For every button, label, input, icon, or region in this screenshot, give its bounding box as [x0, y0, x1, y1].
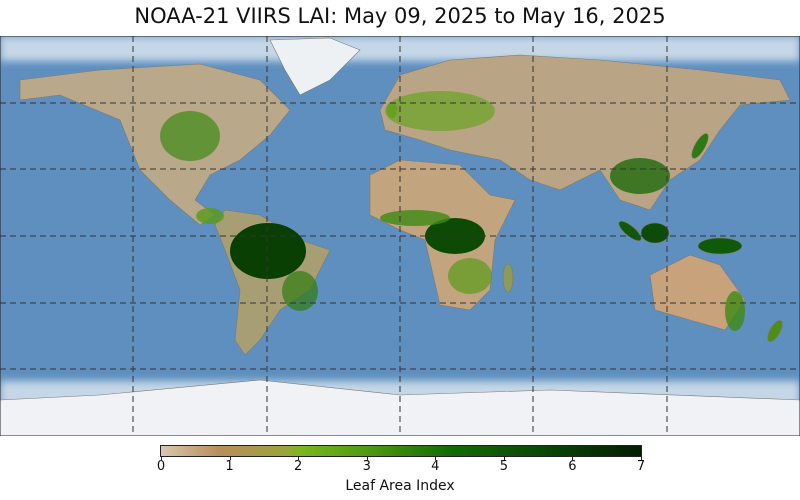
colorbar-tick-label: 4 [431, 459, 440, 474]
colorbar-tick-label: 3 [362, 459, 371, 474]
colorbar-label: Leaf Area Index [345, 478, 455, 494]
colorbar-tick-mark [641, 456, 642, 460]
greenland [269, 37, 361, 96]
colorbar-tick-label: 5 [499, 459, 508, 474]
madagascar [502, 263, 514, 293]
colorbar-tick-mark [503, 456, 505, 460]
new-zealand [767, 320, 783, 342]
colorbar-tick-label: 2 [294, 459, 303, 474]
new-guinea [697, 237, 743, 255]
colorbar [160, 445, 642, 457]
colorbar-tick-mark [572, 456, 574, 460]
colorbar-tick-mark [161, 456, 162, 460]
map-title: NOAA-21 VIIRS LAI: May 09, 2025 to May 1… [134, 4, 666, 28]
colorbar-tick-label: 0 [156, 459, 166, 474]
colorbar-tick-label: 1 [225, 459, 234, 474]
world-map [0, 36, 800, 436]
borneo [640, 222, 670, 244]
colorbar-tick-mark [435, 456, 437, 460]
eurasia [379, 54, 791, 211]
colorbar-tick-mark [366, 456, 368, 460]
colorbar-tick-mark [298, 456, 300, 460]
graticule [0, 36, 800, 436]
colorbar-tick-label: 7 [636, 459, 646, 474]
colorbar-tick-mark [229, 456, 231, 460]
north-america [19, 63, 291, 226]
colorbar-tick-label: 6 [568, 459, 577, 474]
japan [691, 133, 709, 159]
vegetation [160, 91, 745, 331]
